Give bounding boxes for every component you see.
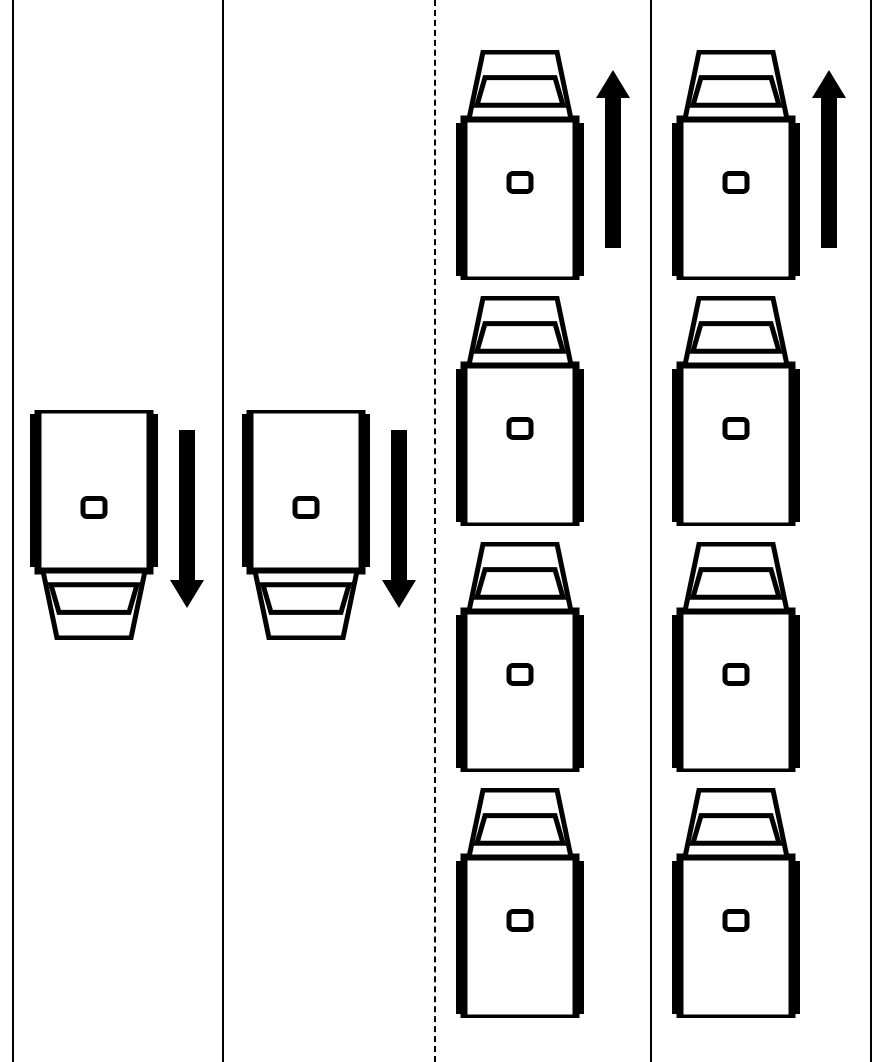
arrow-up-icon — [812, 70, 846, 253]
vehicle-icon — [456, 296, 584, 531]
vehicle-icon — [672, 50, 800, 285]
vehicle-icon — [456, 50, 584, 285]
traffic-diagram — [0, 0, 882, 1062]
arrow-down-icon — [382, 430, 416, 613]
vehicle-icon — [456, 788, 584, 1023]
vehicle-icon — [30, 410, 158, 645]
lane-line-4 — [870, 0, 872, 1062]
arrow-up-icon — [596, 70, 630, 253]
vehicle-icon — [456, 542, 584, 777]
vehicle-icon — [672, 296, 800, 531]
lane-line-1 — [222, 0, 224, 1062]
vehicle-icon — [242, 410, 370, 645]
lane-line-3 — [650, 0, 652, 1062]
lane-line-2 — [434, 0, 436, 1062]
vehicle-icon — [672, 788, 800, 1023]
lane-line-0 — [12, 0, 14, 1062]
arrow-down-icon — [170, 430, 204, 613]
vehicle-icon — [672, 542, 800, 777]
